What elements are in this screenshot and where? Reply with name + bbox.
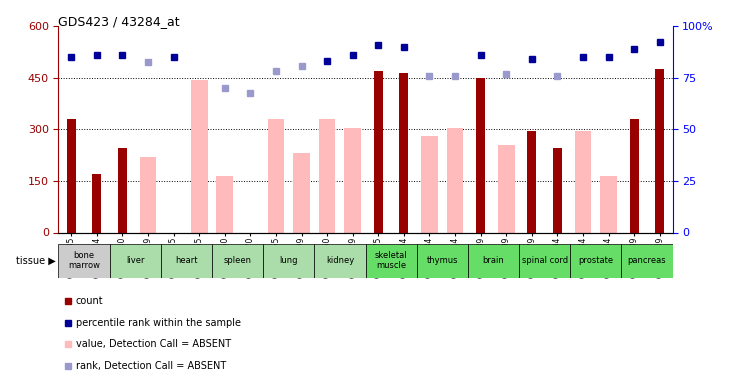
Text: lung: lung: [279, 256, 298, 265]
Text: brain: brain: [482, 256, 504, 265]
Bar: [447, 128, 463, 232]
Bar: [161, 244, 212, 278]
Bar: [140, 157, 156, 232]
Bar: [67, 119, 76, 232]
Text: prostate: prostate: [578, 256, 613, 265]
Text: percentile rank within the sample: percentile rank within the sample: [76, 318, 240, 328]
Bar: [570, 244, 621, 278]
Bar: [417, 244, 468, 278]
Bar: [421, 136, 438, 232]
Bar: [498, 145, 515, 232]
Text: thymus: thymus: [426, 256, 458, 265]
Bar: [655, 69, 664, 232]
Text: spinal cord: spinal cord: [521, 256, 568, 265]
Text: spleen: spleen: [224, 256, 251, 265]
Bar: [600, 176, 617, 232]
Bar: [553, 148, 562, 232]
Text: liver: liver: [126, 256, 145, 265]
Bar: [110, 244, 161, 278]
Bar: [58, 244, 110, 278]
Text: heart: heart: [175, 256, 197, 265]
Bar: [268, 119, 284, 232]
Text: tissue ▶: tissue ▶: [16, 256, 56, 266]
Bar: [374, 71, 383, 232]
Text: kidney: kidney: [326, 256, 354, 265]
Bar: [263, 244, 314, 278]
Bar: [92, 174, 102, 232]
Bar: [293, 153, 310, 232]
Bar: [476, 78, 485, 232]
Bar: [468, 244, 519, 278]
Bar: [216, 176, 233, 232]
Bar: [314, 244, 366, 278]
Bar: [519, 244, 570, 278]
Bar: [344, 128, 361, 232]
Bar: [527, 131, 537, 232]
Bar: [118, 148, 127, 232]
Text: skeletal
muscle: skeletal muscle: [375, 251, 407, 270]
Bar: [621, 244, 673, 278]
Bar: [629, 119, 639, 232]
Bar: [319, 119, 336, 232]
Text: pancreas: pancreas: [628, 256, 666, 265]
Text: GDS423 / 43284_at: GDS423 / 43284_at: [58, 15, 180, 28]
Text: rank, Detection Call = ABSENT: rank, Detection Call = ABSENT: [76, 361, 226, 371]
Bar: [575, 131, 591, 232]
Bar: [212, 244, 263, 278]
Bar: [366, 244, 417, 278]
Text: count: count: [76, 296, 103, 306]
Text: value, Detection Call = ABSENT: value, Detection Call = ABSENT: [76, 339, 231, 350]
Bar: [399, 73, 409, 232]
Text: bone
marrow: bone marrow: [68, 251, 100, 270]
Bar: [191, 80, 208, 232]
